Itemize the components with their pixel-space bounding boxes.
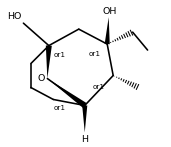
Text: HO: HO — [7, 12, 21, 21]
Polygon shape — [47, 78, 87, 108]
Text: H: H — [81, 135, 88, 144]
Polygon shape — [105, 17, 110, 44]
Polygon shape — [82, 105, 87, 132]
Text: OH: OH — [102, 7, 117, 16]
Text: or1: or1 — [53, 52, 65, 58]
Text: or1: or1 — [89, 51, 101, 57]
Text: or1: or1 — [92, 84, 104, 90]
Text: or1: or1 — [54, 105, 66, 111]
Polygon shape — [46, 45, 52, 78]
Text: O: O — [37, 74, 45, 83]
